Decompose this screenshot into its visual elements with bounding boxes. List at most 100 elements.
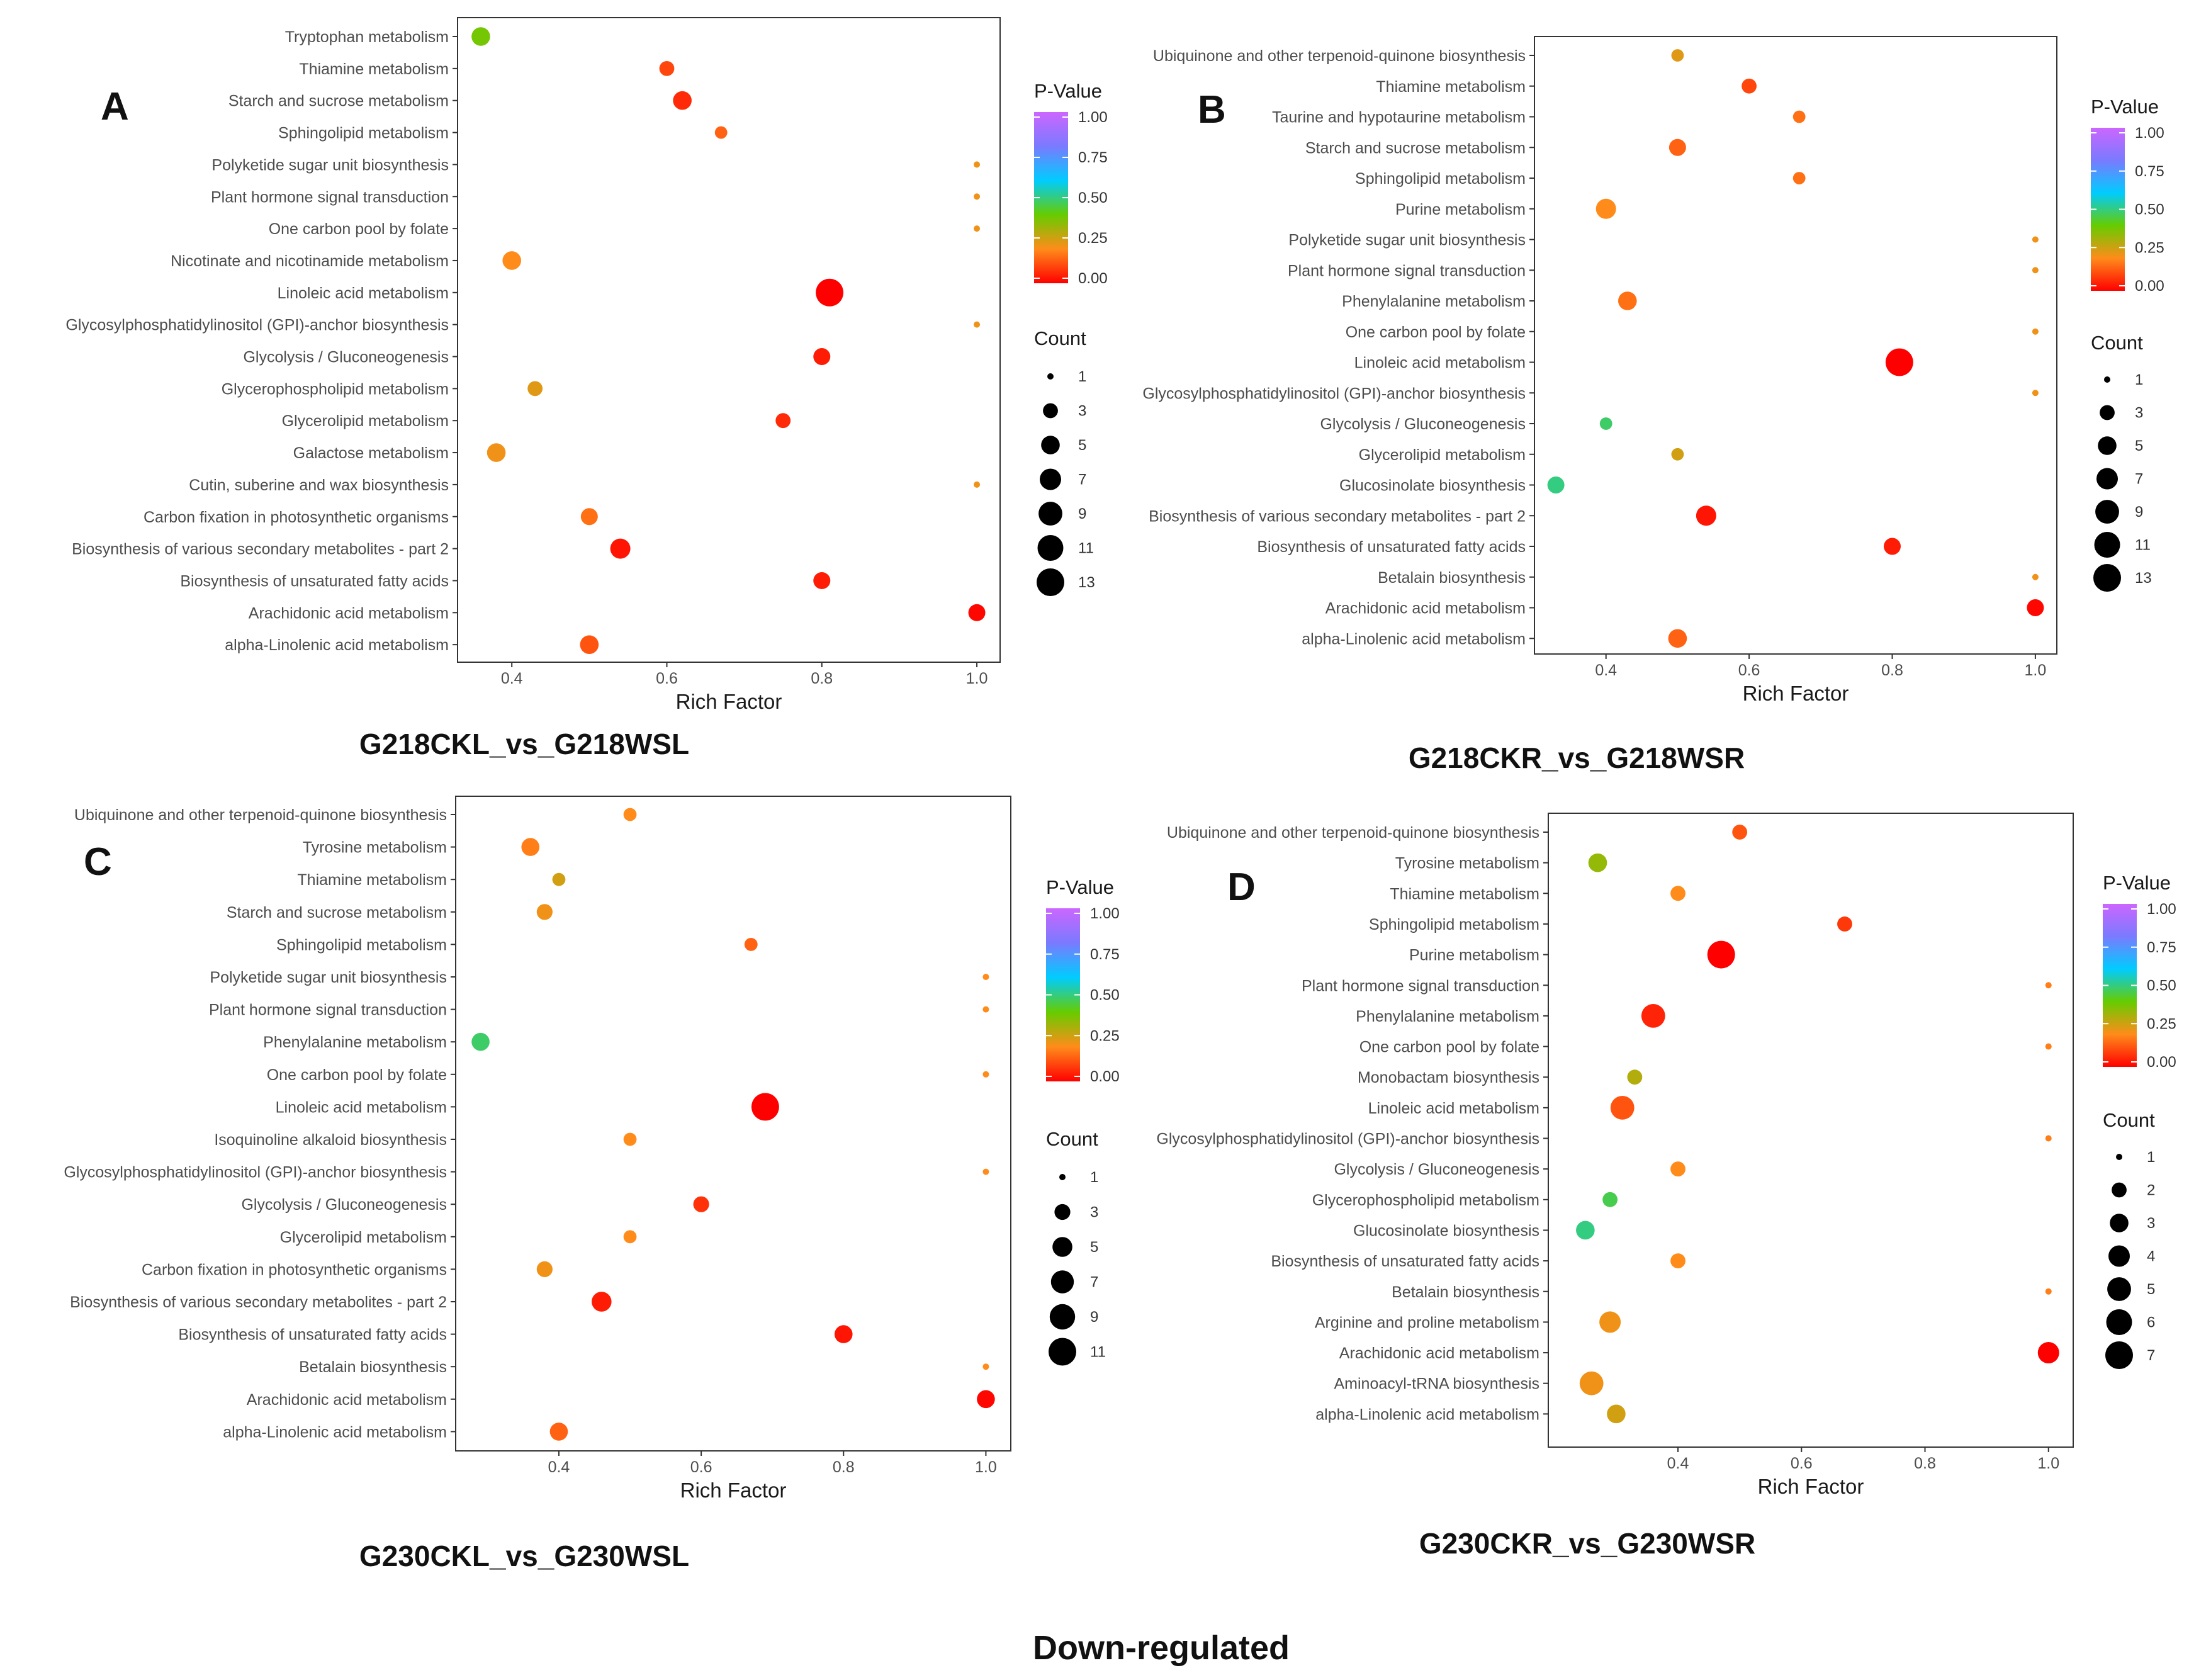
color-legend-label: 0.50 (2147, 978, 2176, 995)
data-point (714, 126, 728, 139)
color-legend-label: 0.25 (2147, 1015, 2176, 1032)
data-point (2045, 982, 2052, 989)
color-legend-title: P-Value (1034, 80, 1102, 102)
pathway-label: Linoleic acid metabolism (276, 1098, 447, 1116)
size-legend-label: 3 (2135, 405, 2143, 422)
data-point (623, 808, 637, 821)
pathway-label: One carbon pool by folate (269, 220, 449, 238)
size-legend-dot (2107, 1277, 2131, 1301)
pathway-label: Sphingolipid metabolism (278, 125, 449, 142)
data-point (1610, 1095, 1635, 1120)
pathway-label: Glycerophospholipid metabolism (1312, 1192, 1539, 1209)
data-point (1588, 853, 1607, 872)
data-point (974, 193, 981, 200)
data-point (1670, 886, 1685, 901)
data-point (580, 635, 599, 654)
data-point (1707, 940, 1735, 969)
x-tick-label: 1.0 (975, 1458, 997, 1476)
data-point (982, 1071, 989, 1078)
pathway-label: Aminoacyl-tRNA biosynthesis (1334, 1375, 1539, 1393)
data-point (527, 381, 543, 397)
data-point (521, 838, 540, 856)
pathway-label: Ubiquinone and other terpenoid-quinone b… (74, 806, 447, 824)
size-legend-label: 6 (2147, 1314, 2155, 1331)
pathway-label: Betalain biosynthesis (1392, 1283, 1539, 1301)
color-legend-label: 0.50 (1078, 189, 1108, 206)
data-point (977, 1390, 995, 1409)
pathway-label: Glucosinolate biosynthesis (1353, 1222, 1539, 1239)
data-point (982, 1168, 989, 1175)
pathway-label: Glycosylphosphatidylinositol (GPI)-ancho… (64, 1164, 447, 1181)
data-point (1599, 417, 1612, 430)
pathway-label: Monobactam biosynthesis (1358, 1069, 1539, 1086)
data-point (1883, 538, 1901, 555)
pathway-label: Plant hormone signal transduction (209, 1001, 447, 1019)
panel-caption: G218CKR_vs_G218WSR (1409, 741, 1745, 774)
data-point (813, 572, 831, 589)
pathway-label: Biosynthesis of various secondary metabo… (1149, 507, 1526, 525)
x-tick-label: 1.0 (2037, 1455, 2059, 1472)
size-legend-label: 13 (2135, 570, 2152, 587)
pathway-label: Thiamine metabolism (1390, 885, 1539, 903)
size-legend-dot (1043, 403, 1058, 419)
panel-c: C 0.4 0.6 0.8 1.0 Rich Factor Ubiquinone and o… (64, 796, 1120, 1572)
data-point (1595, 198, 1616, 219)
size-legend-dot (1040, 468, 1061, 490)
color-legend-label: 1.00 (1090, 905, 1120, 922)
data-point (2045, 1288, 2052, 1295)
data-point (1732, 825, 1748, 840)
pathway-label: Cutin, suberine and wax biosynthesis (189, 476, 449, 494)
color-legend-label: 0.50 (1090, 987, 1120, 1004)
size-legend-dot (1050, 1270, 1074, 1294)
pathway-label: Thiamine metabolism (297, 871, 447, 889)
data-point (2037, 1342, 2059, 1364)
size-legend-dot (1049, 1338, 1076, 1366)
pathway-label: One carbon pool by folate (1346, 324, 1526, 341)
pathway-label: Ubiquinone and other terpenoid-quinone b… (1153, 47, 1526, 65)
data-point (1641, 1004, 1665, 1028)
pathway-label: One carbon pool by folate (267, 1066, 447, 1084)
pathway-label: Polyketide sugar unit biosynthesis (1288, 232, 1526, 249)
panel-letter: C (84, 840, 112, 884)
pathway-label: alpha-Linolenic acid metabolism (225, 636, 449, 654)
size-legend-label: 4 (2147, 1248, 2155, 1265)
pathway-label: Betalain biosynthesis (299, 1358, 447, 1376)
data-point (471, 27, 490, 46)
color-legend-label: 0.00 (2135, 278, 2164, 295)
x-tick-label: 0.8 (811, 670, 833, 687)
panel-b: B 0.4 0.6 0.8 1.0 Rich Factor Ubiquinone and o… (1142, 36, 2164, 774)
data-point (775, 413, 791, 429)
pathway-label: Glycolysis / Gluconeogenesis (1320, 415, 1526, 433)
color-legend-label: 1.00 (2147, 901, 2176, 918)
pathway-label: Arachidonic acid metabolism (249, 604, 449, 622)
size-legend-label: 11 (1090, 1344, 1106, 1361)
data-point (1670, 1253, 1685, 1268)
x-tick-label: 1.0 (966, 670, 988, 687)
size-legend-dot (1047, 373, 1054, 380)
panel-d: D 0.4 0.6 0.8 1.0 Rich Factor Ubiquinone and o… (1156, 813, 2176, 1560)
data-point (549, 1423, 568, 1441)
pathway-label: Biosynthesis of unsaturated fatty acids (178, 1326, 447, 1344)
pathway-label: Glycerophospholipid metabolism (222, 380, 449, 398)
pathway-label: Nicotinate and nicotinamide metabolism (171, 252, 449, 270)
color-legend-label: 1.00 (2135, 125, 2164, 142)
size-legend-label: 7 (1078, 471, 1086, 488)
data-point (536, 904, 553, 920)
data-point (1885, 348, 1913, 376)
pathway-label: Isoquinoline alkaloid biosynthesis (214, 1131, 447, 1149)
panel-letter: B (1198, 88, 1226, 132)
data-point (974, 321, 981, 328)
color-legend-label: 0.75 (1090, 946, 1120, 963)
data-point (2032, 236, 2039, 243)
data-point (471, 1032, 490, 1051)
pathway-label: Phenylalanine metabolism (1356, 1008, 1539, 1025)
pathway-label: Glucosinolate biosynthesis (1339, 477, 1526, 495)
data-point (623, 1132, 637, 1146)
size-legend-dot (1059, 1174, 1066, 1180)
pathway-label: Purine metabolism (1395, 201, 1526, 218)
pathway-label: Taurine and hypotaurine metabolism (1272, 109, 1526, 127)
size-legend-dot (1038, 502, 1062, 526)
data-point (502, 251, 521, 270)
pathway-label: Phenylalanine metabolism (263, 1034, 447, 1051)
